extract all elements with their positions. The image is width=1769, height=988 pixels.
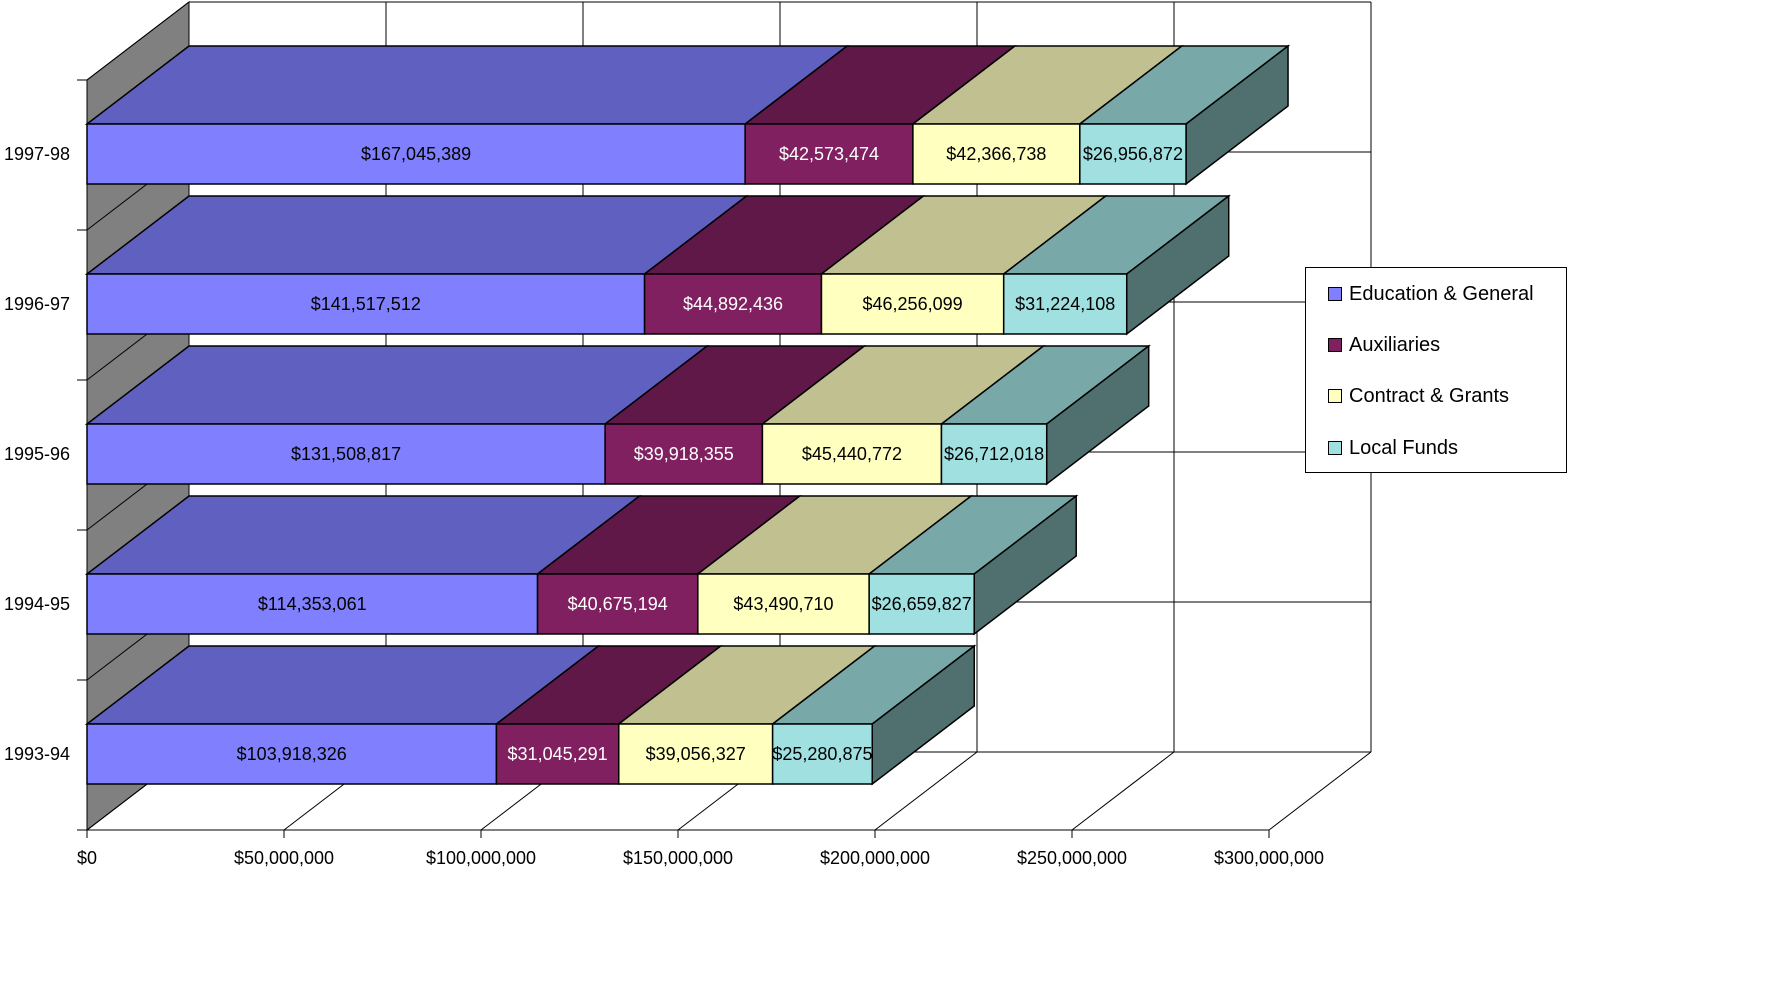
y-tick-label: 1996-97 — [4, 294, 70, 314]
x-tick-label: $150,000,000 — [623, 848, 733, 868]
legend-label: Auxiliaries — [1349, 333, 1441, 356]
data-label: $39,056,327 — [646, 744, 746, 764]
data-label: $131,508,817 — [291, 444, 401, 464]
bar-top-face — [84, 195, 749, 275]
data-label: $45,440,772 — [802, 444, 902, 464]
data-label: $26,956,872 — [1083, 144, 1183, 164]
bar-segment — [761, 423, 943, 485]
x-tick-label: $50,000,000 — [234, 848, 334, 868]
bar-segment — [536, 573, 699, 635]
legend-swatch-local-funds — [1328, 441, 1342, 455]
data-label: $141,517,512 — [311, 294, 421, 314]
legend-item-local-funds: Local Funds — [1328, 433, 1458, 463]
data-label: $40,675,194 — [568, 594, 668, 614]
data-label: $26,712,018 — [944, 444, 1044, 464]
y-tick-label: 1993-94 — [4, 744, 70, 764]
legend-item-auxiliaries: Auxiliaries — [1328, 330, 1440, 360]
data-label: $31,224,108 — [1015, 294, 1115, 314]
x-tick-label: $100,000,000 — [426, 848, 536, 868]
bar-segment — [86, 273, 646, 335]
legend-label: Education & General — [1349, 282, 1534, 305]
legend-label: Local Funds — [1349, 436, 1458, 459]
legend-item-education-general: Education & General — [1328, 279, 1534, 309]
bar-group-1995-96: $131,508,817 $39,918,355 $45,440,772 $26,71… — [84, 344, 1151, 486]
bar-segment — [820, 273, 1005, 335]
bar-segment — [744, 123, 914, 185]
bar-segment — [643, 273, 823, 335]
bar-segment — [495, 723, 620, 785]
bar-segment — [1002, 273, 1128, 335]
data-label: $103,918,326 — [237, 744, 347, 764]
data-label: $46,256,099 — [863, 294, 963, 314]
data-label: $44,892,436 — [683, 294, 783, 314]
bar-group-1997-98: $167,045,389 $42,573,474 $42,366,738 $26,95… — [84, 44, 1291, 186]
legend-swatch-auxiliaries — [1328, 338, 1342, 352]
bar-segment — [86, 423, 606, 485]
bar-top-face — [84, 45, 850, 125]
legend-swatch-contract-grants — [1328, 389, 1342, 403]
x-tick-label: $250,000,000 — [1017, 848, 1127, 868]
bar-group-1994-95: $114,353,061 $40,675,194 $43,490,710 $26,65… — [84, 494, 1079, 636]
y-tick-label: 1994-95 — [4, 594, 70, 614]
floor-gridline — [874, 751, 978, 831]
bar-segment — [618, 723, 774, 785]
bar-segment — [868, 573, 975, 635]
bar-segment — [940, 423, 1048, 485]
side-wall-line — [86, 1, 190, 81]
x-tick-label: $300,000,000 — [1214, 848, 1324, 868]
legend-swatch-education-general — [1328, 287, 1342, 301]
data-label: $25,280,875 — [772, 744, 872, 764]
bar-segment — [86, 723, 498, 785]
floor-gridline — [1268, 751, 1372, 831]
data-label: $167,045,389 — [361, 144, 471, 164]
legend-label: Contract & Grants — [1349, 384, 1510, 407]
bar-group-1993-94: $103,918,326 $31,045,291 $39,056,327 $25,28… — [84, 644, 977, 786]
data-label: $39,918,355 — [634, 444, 734, 464]
bar-segment — [771, 723, 873, 785]
bar-segment — [86, 573, 539, 635]
chart-legend: Education & General Auxiliaries Contract… — [1305, 267, 1567, 473]
x-tick-label: $0 — [77, 848, 97, 868]
floor-gridline — [1071, 751, 1175, 831]
bar-group-1996-97: $141,517,512 $44,892,436 $46,256,099 $31,22… — [84, 194, 1231, 336]
data-label: $31,045,291 — [508, 744, 608, 764]
bar-segment — [604, 423, 764, 485]
legend-item-contract-grants: Contract & Grants — [1328, 381, 1509, 411]
data-label: $114,353,061 — [258, 594, 367, 614]
data-label: $42,573,474 — [779, 144, 879, 164]
y-tick-label: 1995-96 — [4, 444, 70, 464]
y-tick-label: 1997-98 — [4, 144, 70, 164]
data-label: $42,366,738 — [946, 144, 1046, 164]
bar-top-face — [84, 345, 710, 425]
bar-segment — [1079, 123, 1187, 185]
data-label: $26,659,827 — [872, 594, 972, 614]
x-tick-label: $200,000,000 — [820, 848, 930, 868]
data-label: $43,490,710 — [733, 594, 833, 614]
